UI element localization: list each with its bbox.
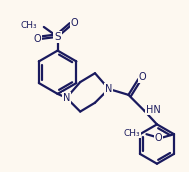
Text: N: N [105, 84, 112, 94]
Text: N: N [63, 93, 70, 103]
Text: O: O [154, 133, 162, 143]
Text: HN: HN [146, 105, 161, 115]
Text: O: O [70, 18, 78, 28]
Text: CH₃: CH₃ [124, 129, 141, 138]
Text: O: O [138, 72, 146, 82]
Text: O: O [33, 34, 41, 44]
Text: CH₃: CH₃ [20, 22, 37, 30]
Text: S: S [54, 32, 61, 42]
